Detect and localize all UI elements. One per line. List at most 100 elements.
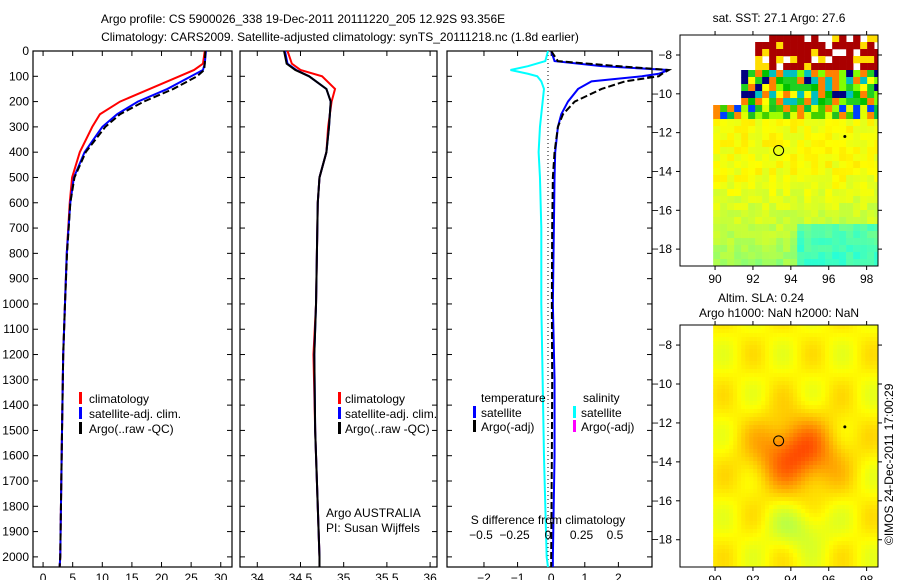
map-cell [741, 196, 749, 204]
map-cell [789, 413, 794, 418]
map-cell [837, 341, 842, 346]
map-cell [721, 505, 726, 510]
map-cell [749, 473, 754, 478]
map-cell [801, 485, 806, 490]
map-cell [865, 421, 870, 426]
map-cell [761, 353, 766, 358]
map-cell [749, 493, 754, 498]
map-cell [745, 517, 750, 522]
map-cell [781, 565, 786, 568]
map-cell [817, 501, 822, 506]
map-cell [789, 409, 794, 414]
difference-line-2 [510, 50, 549, 568]
map-cell [741, 521, 746, 526]
map-cell [745, 425, 750, 430]
map-cell [837, 497, 842, 502]
lon-tick-label: 90 [708, 272, 722, 286]
map-cell [733, 461, 738, 466]
map-cell [817, 453, 822, 458]
map-cell [765, 445, 770, 450]
map-cell [717, 413, 722, 418]
map-cell [804, 154, 812, 162]
map-cell [833, 501, 838, 506]
map-cell [873, 549, 878, 554]
map-cell [825, 361, 830, 366]
map-cell [741, 210, 749, 218]
s-axis-label: S difference from climatology [471, 513, 626, 527]
map-cell [837, 409, 842, 414]
map-cell [805, 485, 810, 490]
map-cell [861, 429, 866, 434]
map-cell [721, 341, 726, 346]
map-cell [725, 333, 730, 338]
map-cell [741, 393, 746, 398]
map-cell [793, 329, 798, 334]
map-cell [762, 98, 770, 106]
map-cell [777, 489, 782, 494]
map-cell [793, 349, 798, 354]
map-cell [825, 84, 833, 92]
map-cell [821, 373, 826, 378]
map-cell [833, 477, 838, 482]
map-cell [865, 397, 870, 402]
map-cell [829, 377, 834, 382]
map-cell [861, 533, 866, 538]
map-cell [853, 337, 858, 342]
map-cell [817, 433, 822, 438]
map-cell [789, 449, 794, 454]
map-cell [860, 245, 868, 253]
map-cell [757, 497, 762, 502]
map-cell [773, 401, 778, 406]
map-cell [837, 349, 842, 354]
map-cell [749, 565, 754, 568]
map-cell [720, 119, 728, 127]
map-cell [748, 112, 756, 120]
map-cell [713, 425, 718, 430]
map-cell [737, 509, 742, 514]
map-cell [829, 381, 834, 386]
map-cell [749, 377, 754, 382]
map-cell [785, 413, 790, 418]
map-cell [769, 453, 774, 458]
map-cell [817, 417, 822, 422]
map-cell [873, 513, 878, 518]
map-cell [733, 357, 738, 362]
legend-label: satellite-adj. clim. [89, 407, 181, 421]
map-cell [805, 345, 810, 350]
map-cell [762, 252, 770, 260]
map-cell [773, 373, 778, 378]
map-cell [721, 421, 726, 426]
map-cell [841, 413, 846, 418]
map-cell [783, 63, 791, 71]
map-cell [809, 505, 814, 510]
map-cell [849, 381, 854, 386]
map-cell [753, 417, 758, 422]
map-cell [781, 405, 786, 410]
map-cell [777, 465, 782, 470]
map-cell [762, 154, 770, 162]
map-cell [817, 541, 822, 546]
map-cell [797, 441, 802, 446]
y-tick-label: 100 [9, 69, 29, 83]
map-cell [721, 457, 726, 462]
map-cell [733, 333, 738, 338]
map-cell [813, 397, 818, 402]
map-cell [789, 341, 794, 346]
map-cell [713, 469, 718, 474]
map-cell [874, 217, 879, 225]
map-cell [777, 513, 782, 518]
map-cell [837, 461, 842, 466]
map-cell [861, 373, 866, 378]
map-cell [741, 417, 746, 422]
map-cell [841, 533, 846, 538]
map-cell [865, 381, 870, 386]
map-cell [785, 513, 790, 518]
map-cell [869, 473, 874, 478]
map-cell [773, 493, 778, 498]
map-cell [825, 217, 833, 225]
map-cell [729, 353, 734, 358]
map-cell [801, 457, 806, 462]
map-cell [811, 63, 819, 71]
map-cell [857, 329, 862, 334]
map-cell [729, 521, 734, 526]
